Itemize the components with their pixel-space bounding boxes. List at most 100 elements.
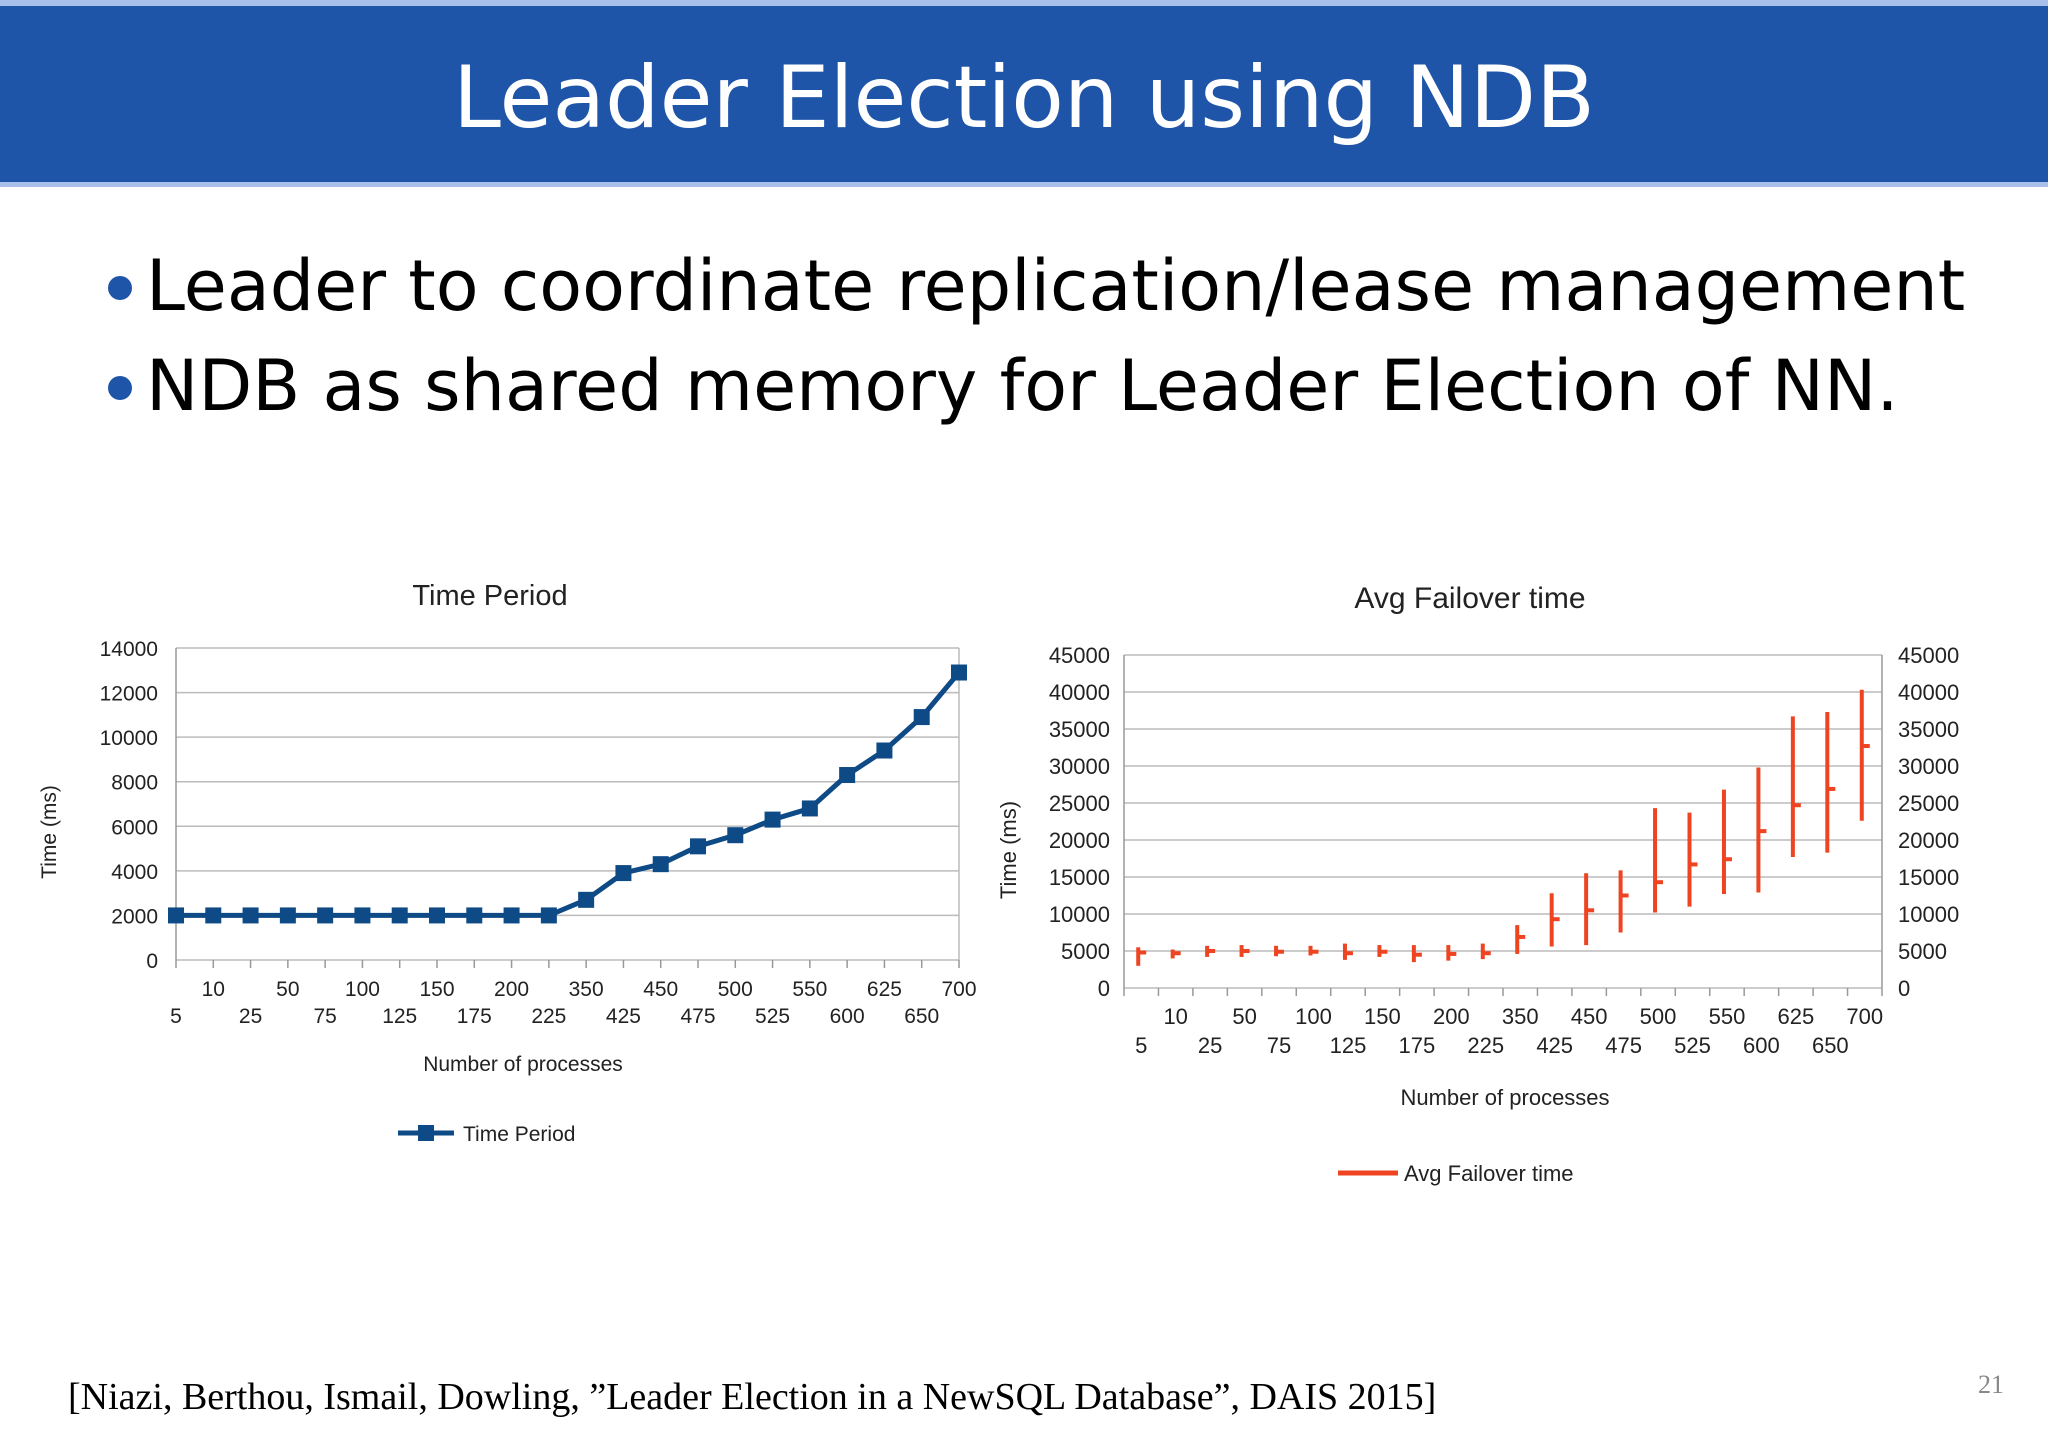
x-tick-label: 75 [1267, 1033, 1291, 1058]
bullet-list: Leader to coordinate replication/lease m… [108, 236, 2008, 436]
data-point-marker [876, 742, 893, 759]
data-point-marker [764, 811, 781, 828]
series-line-time-period [176, 670, 961, 918]
secondary-y-tick-label: 10000 [1898, 902, 1959, 927]
y-tick-label: 4000 [111, 861, 158, 884]
x-tick-label: 10 [202, 978, 225, 1001]
x-tick-label: 625 [1778, 1004, 1815, 1029]
data-point-marker [503, 907, 520, 924]
y-tick-label: 0 [146, 950, 158, 973]
data-point-marker [913, 709, 930, 726]
y-tick-label: 8000 [111, 772, 158, 795]
legend-marker [418, 1125, 434, 1141]
secondary-y-tick-label: 25000 [1898, 791, 1959, 816]
x-tick-label: 350 [569, 978, 604, 1001]
x-tick-label: 5 [170, 1005, 182, 1028]
x-tick-label: 475 [680, 1005, 715, 1028]
chart-title: Time Period [412, 580, 567, 612]
x-tick-label: 500 [718, 978, 753, 1001]
y-tick-label: 40000 [1049, 680, 1110, 705]
x-tick-label: 350 [1502, 1004, 1539, 1029]
bullet-dot-icon [108, 376, 132, 400]
title-banner: Leader Election using NDB [0, 6, 2048, 187]
x-tick-label: 700 [1846, 1004, 1883, 1029]
y-tick-label: 0 [1098, 976, 1110, 1001]
y-tick-label: 20000 [1049, 828, 1110, 853]
x-tick-label: 650 [1812, 1033, 1849, 1058]
data-point-marker [466, 907, 483, 924]
secondary-y-tick-label: 45000 [1898, 643, 1959, 668]
bullet-item: NDB as shared memory for Leader Election… [108, 336, 2008, 436]
y-tick-label: 10000 [100, 727, 158, 750]
secondary-y-tick-label: 30000 [1898, 754, 1959, 779]
secondary-y-tick-label: 0 [1898, 976, 1910, 1001]
bullet-item: Leader to coordinate replication/lease m… [108, 236, 2008, 336]
x-tick-label: 50 [276, 978, 299, 1001]
x-tick-label: 425 [1536, 1033, 1573, 1058]
y-tick-label: 30000 [1049, 754, 1110, 779]
x-tick-label: 200 [494, 978, 529, 1001]
data-point-marker [578, 891, 595, 908]
data-point-marker [801, 800, 818, 817]
x-tick-label: 10 [1163, 1004, 1187, 1029]
y-tick-label: 14000 [100, 638, 158, 661]
y-tick-label: 25000 [1049, 791, 1110, 816]
y-tick-label: 12000 [100, 683, 158, 706]
y-tick-label: 45000 [1049, 643, 1110, 668]
x-tick-label: 75 [313, 1005, 336, 1028]
legend-label: Avg Failover time [1404, 1161, 1574, 1186]
x-tick-label: 425 [606, 1005, 641, 1028]
chart-title: Avg Failover time [1354, 582, 1585, 615]
y-tick-label: 35000 [1049, 717, 1110, 742]
x-tick-label: 175 [457, 1005, 492, 1028]
data-point-marker [242, 907, 259, 924]
data-point-marker [727, 827, 744, 844]
x-tick-label: 525 [1674, 1033, 1711, 1058]
x-axis-label: Number of processes [423, 1053, 623, 1076]
x-tick-label: 100 [345, 978, 380, 1001]
data-point-marker [615, 865, 632, 882]
x-tick-label: 200 [1433, 1004, 1470, 1029]
x-tick-label: 550 [792, 978, 827, 1001]
time-period-chart-svg: Time Period 0 2000 4000 6000 8000 10000 12000 14… [38, 580, 977, 1146]
time-period-chart: Time Period 0 2000 4000 6000 8000 10000 12000 14… [30, 560, 980, 1170]
data-point-marker [652, 856, 669, 873]
x-tick-label: 50 [1232, 1004, 1256, 1029]
x-tick-label: 525 [755, 1005, 790, 1028]
x-tick-label: 25 [239, 1005, 262, 1028]
data-point-marker [839, 767, 856, 784]
x-tick-label: 125 [382, 1005, 417, 1028]
x-tick-label: 150 [419, 978, 454, 1001]
secondary-y-tick-label: 40000 [1898, 680, 1959, 705]
x-tick-label: 500 [1640, 1004, 1677, 1029]
secondary-y-tick-label: 15000 [1898, 865, 1959, 890]
legend-label: Time Period [463, 1123, 575, 1146]
x-tick-label: 125 [1330, 1033, 1367, 1058]
data-point-marker [354, 907, 371, 924]
citation: [Niazi, Berthou, Ismail, Dowling, ”Leade… [68, 1376, 1437, 1418]
x-tick-label: 625 [867, 978, 902, 1001]
x-tick-label: 550 [1709, 1004, 1746, 1029]
data-point-marker [540, 907, 557, 924]
failover-chart-svg: Avg Failover time 0 0 5000 5000 10000 10000 150… [996, 582, 1959, 1186]
page-number: 21 [1978, 1370, 2004, 1399]
bullet-dot-icon [108, 276, 132, 300]
data-point-marker [951, 664, 967, 681]
x-tick-label: 25 [1198, 1033, 1222, 1058]
x-tick-label: 225 [1467, 1033, 1504, 1058]
x-tick-label: 175 [1399, 1033, 1436, 1058]
secondary-y-tick-label: 5000 [1898, 939, 1947, 964]
x-axis-label: Number of processes [1400, 1085, 1609, 1110]
top-accent-line [0, 0, 2048, 6]
y-axis-label: Time (ms) [996, 801, 1021, 899]
x-tick-label: 150 [1364, 1004, 1401, 1029]
x-tick-label: 600 [1743, 1033, 1780, 1058]
x-tick-label: 100 [1295, 1004, 1332, 1029]
secondary-y-tick-label: 20000 [1898, 828, 1959, 853]
data-point-marker [391, 907, 408, 924]
data-point-marker [279, 907, 296, 924]
data-point-marker [168, 907, 184, 924]
y-tick-label: 5000 [1061, 939, 1110, 964]
secondary-y-tick-label: 35000 [1898, 717, 1959, 742]
y-tick-label: 6000 [111, 816, 158, 839]
